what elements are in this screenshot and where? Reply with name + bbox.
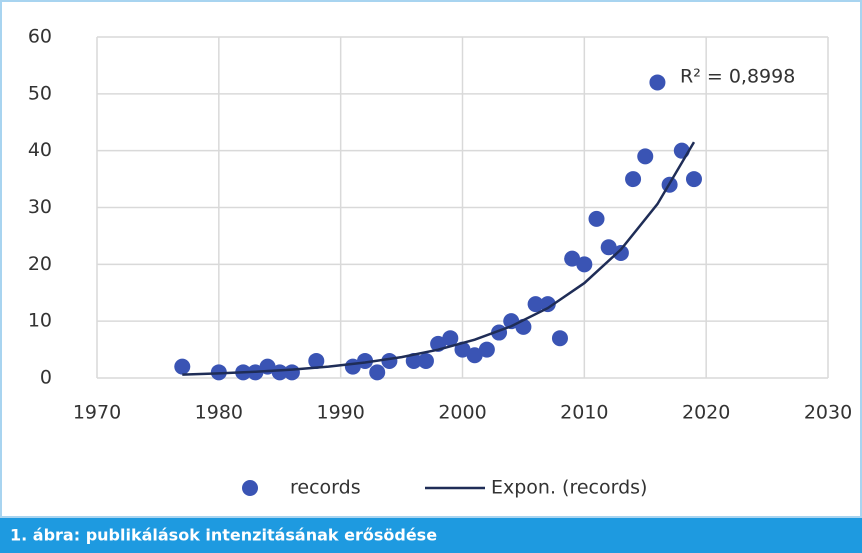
y-tick-label: 30 [28,196,52,218]
x-tick-label: 2000 [438,402,486,424]
point [551,330,568,347]
point [478,341,495,358]
point [283,364,300,381]
point [649,74,666,91]
x-tick-label: 1970 [73,402,121,424]
point [466,347,483,364]
point [174,358,191,375]
point [600,239,617,256]
point [442,330,459,347]
legend-label: Expon. (records) [491,477,647,499]
legend-label: records [290,477,361,499]
caption: 1. ábra: publikálások intenzitásának erő… [10,526,437,545]
point [625,171,642,188]
trend-line [182,141,696,376]
x-tick-label: 2020 [682,402,730,424]
point [612,244,629,261]
point [454,341,471,358]
point [381,352,398,369]
point [576,256,593,273]
point [417,352,434,369]
chart-frame [0,0,862,518]
legend-marker [242,480,258,496]
annotation: R² = 0,8998 [680,66,795,88]
y-tick-label: 60 [28,26,52,48]
point [405,352,422,369]
y-tick-label: 0 [40,367,52,389]
point [539,296,556,313]
point [588,210,605,227]
point [369,364,386,381]
point [637,148,654,165]
y-tick-label: 50 [28,82,52,104]
x-tick-label: 2030 [804,402,852,424]
x-tick-label: 1980 [195,402,243,424]
y-tick-label: 40 [28,139,52,161]
point [308,352,325,369]
point [685,171,702,188]
point [564,250,581,267]
point [673,142,690,159]
caption-bar [0,518,862,553]
point [271,364,288,381]
point [527,296,544,313]
x-tick-label: 2010 [560,402,608,424]
x-tick-label: 1990 [316,402,364,424]
point [357,352,374,369]
y-tick-label: 20 [28,253,52,275]
y-tick-label: 10 [28,310,52,332]
